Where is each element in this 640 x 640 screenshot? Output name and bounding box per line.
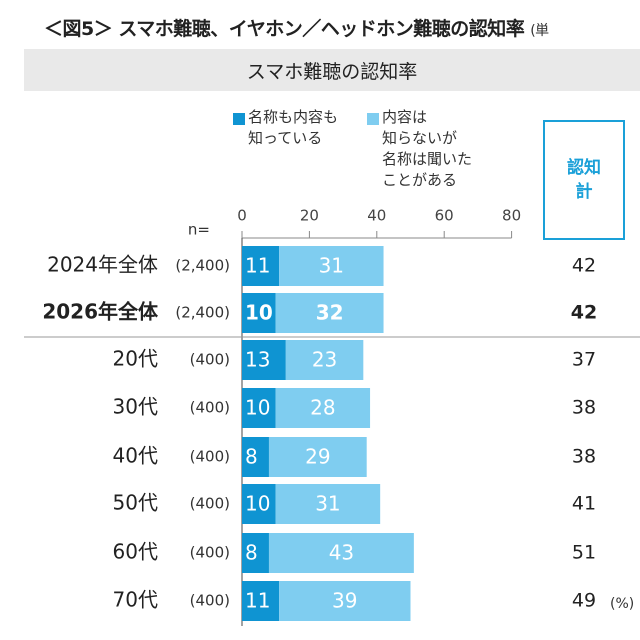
bar-segment [242,293,276,333]
bar-segment [285,340,364,380]
category-label: 2024年全体 [47,253,158,277]
bar-value-label: 43 [329,541,354,565]
bar-value-label: 10 [245,492,270,516]
legend-label-known: 名称も内容も 知っている [248,108,339,147]
category-label: 40代 [113,444,158,468]
sample-size-label: (400) [190,399,230,417]
unit-note: (単 [530,23,549,39]
sample-size-label: (2,400) [175,257,230,275]
bar-segment [242,388,276,428]
bar-segment [275,484,381,524]
bar-value-label: 39 [332,589,357,613]
legend-swatch-known [233,113,245,125]
bar-segment [279,581,411,621]
bar-value-label: 11 [245,589,270,613]
x-tick-label: 20 [300,207,319,225]
total-value: 38 [572,397,596,419]
bar-segment [242,246,280,286]
bar-segment [268,437,367,477]
bar-value-label: 10 [245,301,273,325]
sample-size-label: (400) [190,448,230,466]
category-label: 60代 [113,540,158,564]
bar-segment [242,437,269,477]
bar-value-label: 28 [310,396,335,420]
sample-size-label: (400) [190,592,230,610]
bar-value-label: 29 [305,445,330,469]
category-label: 20代 [113,347,158,371]
bar-segment [242,581,280,621]
category-label: 2026年全体 [42,300,159,324]
chart-subtitle: スマホ難聴の認知率 [246,60,418,83]
figure-title-text: ＜図5＞ スマホ難聴、イヤホン／ヘッドホン難聴の認知率 [44,18,525,40]
sample-size-label: (400) [190,495,230,513]
total-header-box: 認知 計 [543,120,625,240]
legend-label-heard: 内容は 知らないが 名称は聞いた ことがある [382,108,473,189]
total-value: 41 [572,493,596,515]
bar-segment [279,246,384,286]
bar-value-label: 13 [245,348,270,372]
total-value: 42 [571,302,597,324]
total-value: 51 [572,542,596,564]
sample-size-label: (400) [190,544,230,562]
bar-segment [275,388,371,428]
category-label: 70代 [113,588,158,612]
total-value: 49 [572,590,596,612]
bar-value-label: 11 [245,254,270,278]
bar-value-label: 31 [315,492,340,516]
bar-segment [242,533,269,573]
bar-value-label: 8 [245,541,258,565]
bar-value-label: 32 [316,301,344,325]
total-value: 38 [572,446,596,468]
bar-value-label: 31 [319,254,344,278]
category-label: 50代 [113,491,158,515]
total-header-label: 認知 計 [567,158,601,202]
bar-segment [268,533,414,573]
figure-title: ＜図5＞ スマホ難聴、イヤホン／ヘッドホン難聴の認知率 (単 [44,14,549,41]
x-tick-label: 80 [502,207,521,225]
legend-swatch-heard [367,113,379,125]
bar-value-label: 8 [245,445,258,469]
bar-value-label: 10 [245,396,270,420]
sample-size-label: (2,400) [175,304,230,322]
sample-size-label: (400) [190,351,230,369]
x-tick-label: 60 [435,207,454,225]
bar-value-label: 23 [312,348,337,372]
percent-unit-note: (%) [610,596,635,612]
x-tick-label: 0 [237,207,247,225]
bar-segment [242,340,286,380]
x-tick-label: 40 [367,207,386,225]
n-label: n= [188,221,210,239]
bar-segment [275,293,384,333]
total-value: 37 [572,349,596,371]
chart-subtitle-bar: スマホ難聴の認知率 [24,49,640,91]
bar-segment [242,484,276,524]
total-value: 42 [572,255,596,277]
category-label: 30代 [113,395,158,419]
